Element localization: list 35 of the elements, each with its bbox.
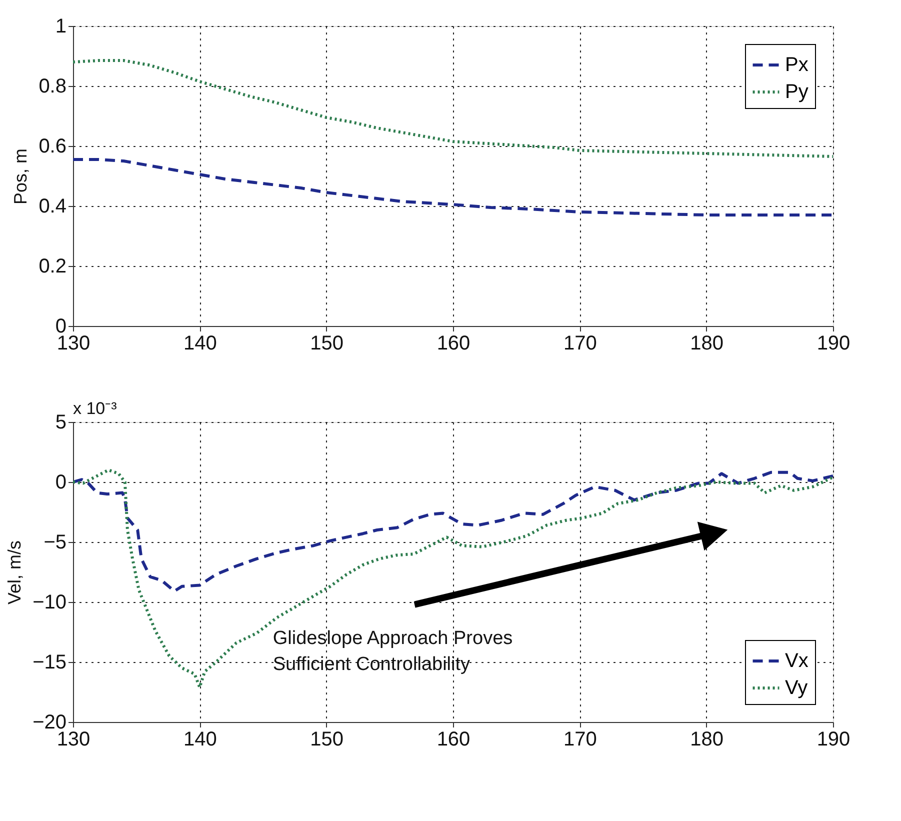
legend-label: Vx [785, 650, 808, 672]
annotation: Glideslope Approach Proves Sufficient Controllability [272, 628, 513, 675]
line-series [73, 59, 833, 158]
y-tick-label: 0.2 [38, 256, 66, 278]
y-tick-label: 5 [55, 412, 66, 434]
line-series [73, 470, 833, 593]
legend-label: Py [785, 81, 808, 103]
y-tick-label: 0.6 [38, 136, 66, 158]
x-tick-label: 130 [56, 728, 90, 750]
x-tick-label: 150 [310, 728, 344, 750]
line-series [73, 158, 833, 216]
x-tick-label: 180 [690, 332, 724, 354]
x-tick-label: 170 [563, 332, 597, 354]
y-axis-title: Pos, m [10, 148, 31, 205]
x-tick-label: 170 [563, 728, 597, 750]
x-tick-label: 190 [816, 728, 850, 750]
y-tick-label: 0 [55, 472, 66, 494]
y-tick-label: 1 [55, 16, 66, 38]
x-tick-label: 180 [690, 728, 724, 750]
y-axis-title: Vel, m/s [4, 540, 25, 605]
x-tick-label: 140 [183, 728, 217, 750]
legend-label: Px [785, 54, 808, 76]
x-tick-label: 140 [183, 332, 217, 354]
x-tick-label: 160 [436, 728, 470, 750]
y-tick-label: 0.8 [38, 76, 66, 98]
x-tick-label: 160 [436, 332, 470, 354]
legend-label: Vy [785, 677, 808, 699]
x-tick-label: 190 [816, 332, 850, 354]
y-tick-label: 0.4 [38, 196, 66, 218]
x-tick-label: 130 [56, 332, 90, 354]
x-tick-label: 150 [310, 332, 344, 354]
y-tick-label: −5 [44, 532, 66, 554]
y-tick-label: −10 [32, 592, 66, 614]
y-tick-label: −15 [32, 652, 66, 674]
text: x 10⁻³ [73, 399, 118, 418]
